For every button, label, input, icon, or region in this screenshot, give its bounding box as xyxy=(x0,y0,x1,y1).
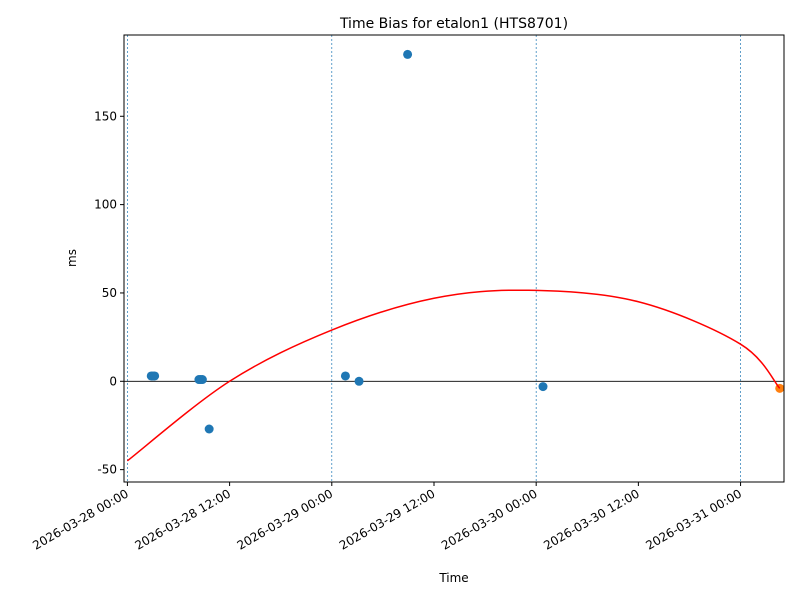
fit-curve-line xyxy=(126,289,781,462)
data-point xyxy=(150,371,160,381)
chart-title: Time Bias for etalon1 (HTS8701) xyxy=(339,16,568,32)
data-point xyxy=(197,375,207,385)
data-point xyxy=(340,371,350,381)
data-point xyxy=(403,49,413,59)
plot-frame xyxy=(123,34,785,483)
data-point xyxy=(538,382,548,392)
y-tick-label: 100 xyxy=(94,198,117,212)
data-point xyxy=(204,424,214,434)
data-point xyxy=(354,376,364,386)
y-axis-label: ms xyxy=(65,249,79,267)
y-tick-label: 50 xyxy=(102,286,117,300)
y-tick-label: 150 xyxy=(94,109,117,123)
y-tick-label: 0 xyxy=(109,374,117,388)
plot-area xyxy=(124,35,784,482)
x-axis-label: Time xyxy=(438,571,468,585)
y-tick-label: -50 xyxy=(97,463,117,477)
